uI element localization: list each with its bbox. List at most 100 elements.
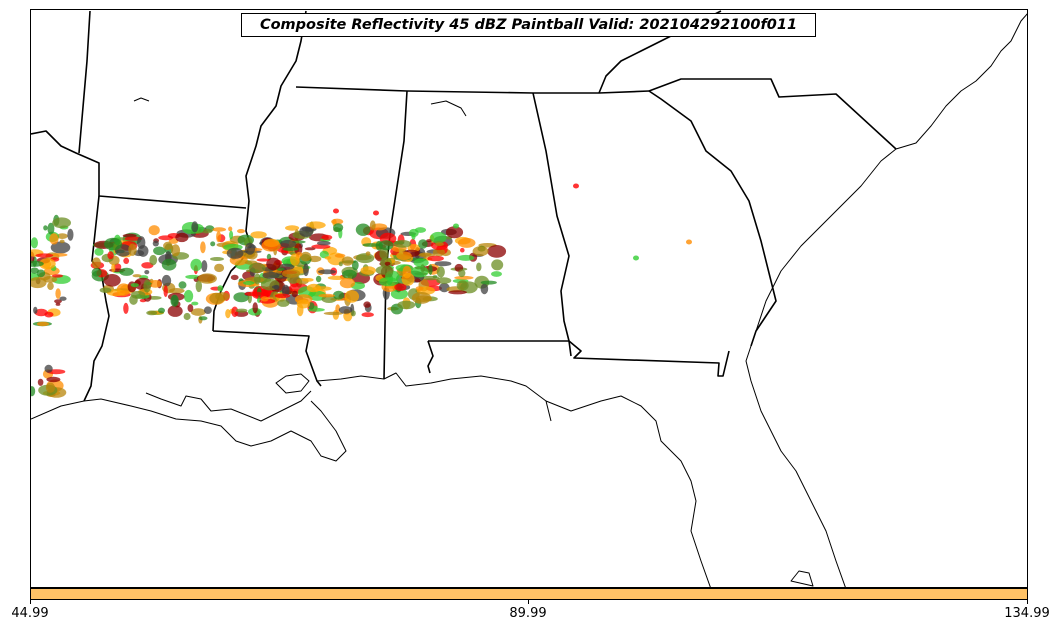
paintball-blob (33, 306, 38, 314)
mississippi-river (212, 10, 307, 332)
paintball-blob (428, 264, 433, 276)
border-oklahoma-kansas (78, 10, 91, 154)
paintball-blob (31, 267, 39, 274)
paintball-blob (445, 226, 464, 239)
paintball-blob (195, 280, 202, 293)
paintball-blob (144, 270, 150, 275)
paintball-blob (190, 308, 206, 316)
paintball-blob (35, 253, 54, 258)
paintball-blob (427, 255, 444, 262)
paintball-blob (59, 239, 65, 244)
paintball-blob (91, 267, 102, 277)
paintball-blob (210, 257, 224, 261)
paintball-blob (43, 276, 58, 283)
paintball-blob (373, 210, 379, 216)
paintball-blob (152, 240, 159, 247)
paintball-blob (411, 266, 429, 278)
paintball-blob (430, 231, 447, 244)
coast-texas (31, 398, 347, 462)
lake-okeechobee (790, 570, 814, 587)
paintball-blob (315, 275, 322, 283)
paintball-blob (338, 261, 343, 267)
paintball-blob (378, 277, 399, 287)
paintball-blob (104, 237, 123, 251)
paintball-blob (323, 311, 344, 316)
paintball-blob (183, 289, 194, 303)
paintball-blob (187, 304, 194, 313)
paintball-blob (355, 223, 371, 236)
paintball-blob (47, 282, 54, 290)
paintball-blob (137, 236, 146, 249)
paintball-blob (454, 275, 474, 280)
paintball-overlay (31, 183, 692, 398)
paintball-blob (436, 277, 452, 284)
paintball-blob (149, 280, 162, 288)
paintball-blob (256, 258, 270, 262)
paintball-blob (163, 285, 168, 298)
paintball-blob (244, 291, 265, 297)
paintball-blob (390, 288, 408, 300)
map-canvas (31, 10, 1027, 587)
paintball-blob (31, 386, 36, 397)
paintball-blob (331, 218, 344, 225)
paintball-blob (318, 293, 336, 298)
border-alabama-georgia (532, 92, 572, 357)
paintball-blob (210, 241, 216, 247)
paintball-blob (158, 235, 174, 241)
paintball-blob (415, 286, 424, 291)
coast-louisiana (145, 390, 312, 422)
paintball-blob (146, 310, 158, 316)
border-tennessee-north (295, 86, 650, 94)
paintball-blob (378, 240, 394, 251)
colorbar-tick-min (30, 600, 31, 604)
paintball-blob (418, 239, 428, 249)
paintball-blob (453, 223, 459, 229)
paintball-blob (203, 306, 212, 315)
paintball-blob (338, 306, 353, 314)
paintball-blob (158, 307, 165, 314)
paintball-blob (457, 254, 475, 261)
paintball-blob (261, 239, 281, 252)
paintball-blob (168, 238, 179, 244)
paintball-blob (103, 274, 121, 287)
paintball-blob (339, 277, 355, 289)
paintball-blob (487, 245, 507, 258)
border-missouri-arkansas (31, 130, 247, 209)
paintball-blob (300, 251, 312, 262)
paintball-blob (149, 254, 158, 266)
border-georgia-carolina (648, 90, 777, 347)
paintball-blob (350, 310, 356, 317)
paintball-blob (296, 299, 311, 309)
paintball-blob (362, 243, 381, 247)
paintball-blob (215, 292, 230, 301)
paintball-blob (229, 230, 234, 240)
paintball-blob (260, 296, 269, 302)
paintball-blob (436, 266, 445, 278)
paintball-blob (128, 243, 137, 256)
paintball-blob (480, 280, 497, 285)
colorbar-label-min: 44.99 (11, 606, 49, 621)
paintball-blob (56, 233, 68, 240)
paintball-blob (457, 237, 476, 248)
paintball-blob (132, 274, 142, 278)
paintball-blob (45, 382, 56, 393)
paintball-blob (413, 258, 429, 267)
paintball-blob (111, 263, 116, 273)
paintball-blob (363, 301, 371, 308)
paintball-blob (37, 378, 44, 386)
paintball-blob (375, 265, 394, 275)
border-north-south-carolina (648, 78, 897, 150)
paintball-blob (216, 231, 222, 243)
paintball-blob (491, 259, 504, 271)
paintball-blob (318, 269, 336, 275)
paintball-blob (396, 251, 412, 260)
paintball-blob (46, 376, 61, 383)
paintball-blob (365, 251, 371, 256)
paintball-blob (248, 262, 266, 274)
paintball-blob (91, 257, 101, 269)
paintball-blob (230, 274, 239, 281)
paintball-blob (214, 263, 225, 273)
paintball-blob (304, 247, 316, 251)
paintball-blob (282, 247, 299, 251)
paintball-blob (31, 237, 38, 249)
